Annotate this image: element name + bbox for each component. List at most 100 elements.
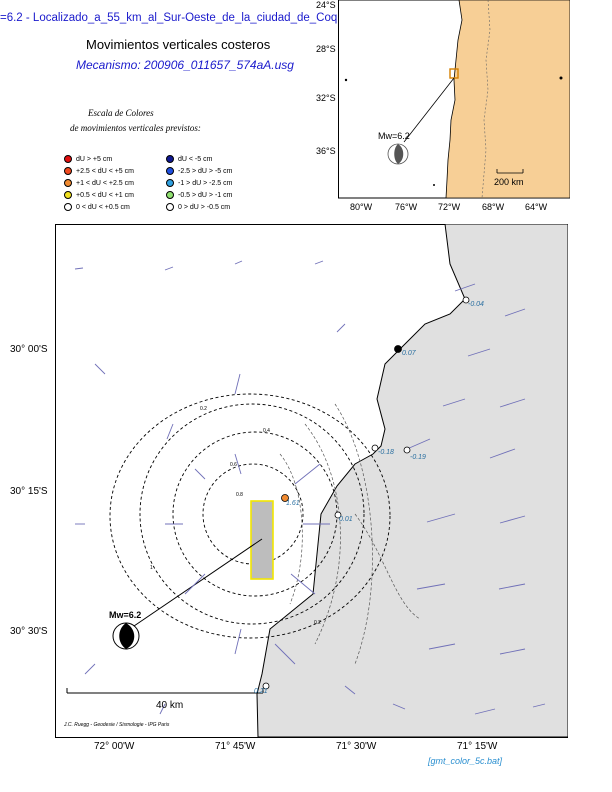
epicenter-leader-line	[133, 538, 263, 627]
lat-label: 30° 15'S	[10, 486, 48, 497]
legend-swatch	[64, 179, 72, 187]
inset-lat-label: 28°S	[316, 44, 336, 54]
inset-island	[433, 184, 435, 186]
legend-title-1: Escala de Colores	[88, 108, 154, 118]
displacement-arrow	[416, 583, 446, 590]
displacement-arrow	[474, 708, 496, 715]
station-value: 1.61	[286, 500, 300, 507]
contour-label: 0.6	[230, 462, 237, 468]
legend-swatch	[64, 167, 72, 175]
displacement-arrow	[290, 573, 316, 595]
vector-field	[74, 260, 546, 715]
inset-lat-label: 36°S	[316, 146, 336, 156]
inset-island	[344, 78, 348, 82]
inset-magnitude-label: Mw=6.2	[378, 131, 410, 141]
legend-swatch	[64, 155, 72, 163]
land-mass	[256, 224, 568, 738]
gps-station	[371, 444, 379, 452]
main-map	[55, 224, 568, 738]
gps-station	[462, 296, 470, 304]
legend-item: dU < -5 cm	[166, 153, 232, 165]
legend-item: 0 > dU > -0.5 cm	[166, 201, 232, 213]
legend-swatch	[166, 179, 174, 187]
inset-island	[559, 76, 563, 80]
legend-item: -0.5 > dU > -1 cm	[166, 189, 232, 201]
legend-item: +0.5 < dU < +1 cm	[64, 189, 134, 201]
lat-label: 30° 30'S	[10, 626, 48, 637]
gps-station	[403, 446, 411, 454]
script-name: [gmt_color_5c.bat]	[428, 756, 503, 766]
beachball-fill	[119, 623, 135, 649]
displacement-arrow	[166, 423, 174, 440]
displacement-arrow	[504, 308, 526, 317]
lon-label: 72° 00'W	[94, 741, 135, 752]
displacement-arrow	[164, 266, 174, 271]
gps-station	[281, 494, 289, 502]
legend-item: -2.5 > dU > -5 cm	[166, 165, 232, 177]
station-value: 0.01	[339, 516, 353, 523]
displacement-arrow	[94, 363, 106, 375]
event-title: =6.2 - Localizado_a_55_km_al_Sur-Oeste_d…	[0, 12, 369, 24]
inset-map	[338, 0, 570, 199]
contour-label: 0.8	[236, 492, 243, 498]
displacement-arrow	[442, 398, 466, 407]
station-value: -0.19	[410, 454, 426, 461]
displacement-arrow	[344, 685, 356, 695]
contour-label: 0.2	[200, 406, 207, 412]
displacement-arrow	[467, 348, 491, 357]
station-value: -0.04	[468, 301, 484, 308]
legend-title-2: de movimientos verticales previstos:	[70, 123, 201, 133]
displacement-arrow	[234, 260, 243, 265]
displacement-arrow	[74, 267, 84, 270]
legend-item: dU > +5 cm	[64, 153, 134, 165]
station-value: 0.21	[254, 688, 268, 695]
legend-swatch	[166, 167, 174, 175]
displacement-arrow	[336, 323, 346, 333]
station-value: 0.07	[402, 350, 416, 357]
mechanism-label: Mecanismo: 200906_011657_574aA.usg	[76, 58, 294, 72]
legend-item: 0 < dU < +0.5 cm	[64, 201, 134, 213]
contour-label: 0.2	[314, 620, 321, 626]
lon-label: 71° 45'W	[215, 741, 256, 752]
lon-label: 71° 30'W	[336, 741, 377, 752]
displacement-arrow	[194, 468, 206, 480]
legend-left-column: dU > +5 cm +2.5 < dU < +5 cm +1 < dU < +…	[64, 153, 134, 213]
gps-station	[334, 511, 342, 519]
displacement-arrow	[499, 515, 526, 524]
contour-line	[109, 393, 391, 639]
legend-swatch	[166, 191, 174, 199]
inset-lat-label: 32°S	[316, 93, 336, 103]
displacement-arrow	[84, 663, 96, 675]
displacement-arrow	[428, 643, 456, 650]
displacement-arrow	[274, 643, 296, 665]
gps-station	[262, 682, 270, 690]
displacement-arrow	[454, 283, 476, 292]
displacement-arrow	[234, 628, 242, 655]
inset-land	[445, 0, 570, 199]
legend-right-column: dU < -5 cm -2.5 > dU > -5 cm -1 > dU > -…	[166, 153, 232, 213]
contour-label: 1	[150, 565, 153, 571]
inset-lat-label: 24°S	[316, 0, 336, 10]
inset-lon-label: 80°W	[350, 202, 373, 212]
contour-line	[139, 403, 365, 625]
inset-lon-label: 68°W	[482, 202, 505, 212]
lat-label: 30° 00'S	[10, 344, 48, 355]
inset-beachball-fill	[394, 144, 404, 164]
displacement-arrow	[499, 648, 526, 655]
displacement-arrow	[314, 260, 324, 265]
displacement-arrow	[234, 453, 242, 475]
inset-scale-label: 200 km	[494, 177, 524, 187]
station-value: -0.18	[378, 449, 394, 456]
displacement-arrow	[426, 513, 456, 523]
legend-item: -1 > dU > -2.5 cm	[166, 177, 232, 189]
legend-swatch	[64, 203, 72, 211]
displacement-arrow	[406, 438, 431, 450]
displacement-arrow	[184, 573, 206, 595]
contour-line	[354, 513, 421, 620]
lon-label: 71° 15'W	[457, 741, 498, 752]
displacement-arrow	[234, 373, 241, 395]
displacement-arrow	[159, 703, 166, 715]
contour-line	[279, 453, 303, 605]
map-heading: Movimientos verticales costeros	[86, 37, 271, 52]
legend-swatch	[166, 155, 174, 163]
